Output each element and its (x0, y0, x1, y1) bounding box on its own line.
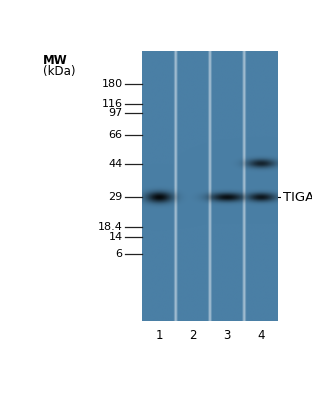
Text: 4: 4 (257, 329, 265, 342)
Text: TIGAR: TIGAR (283, 191, 312, 204)
Text: 3: 3 (223, 329, 231, 342)
Text: 1: 1 (155, 329, 163, 342)
Text: 97: 97 (109, 108, 123, 118)
Text: MW: MW (43, 54, 68, 67)
Text: 18.4: 18.4 (98, 222, 123, 232)
Text: 6: 6 (116, 249, 123, 259)
Text: 66: 66 (109, 130, 123, 140)
Text: 29: 29 (109, 192, 123, 202)
Text: 14: 14 (109, 232, 123, 242)
Text: (kDa): (kDa) (43, 65, 76, 78)
Text: 116: 116 (102, 98, 123, 108)
Text: 180: 180 (102, 79, 123, 89)
Text: 2: 2 (189, 329, 197, 342)
Text: 44: 44 (109, 159, 123, 169)
